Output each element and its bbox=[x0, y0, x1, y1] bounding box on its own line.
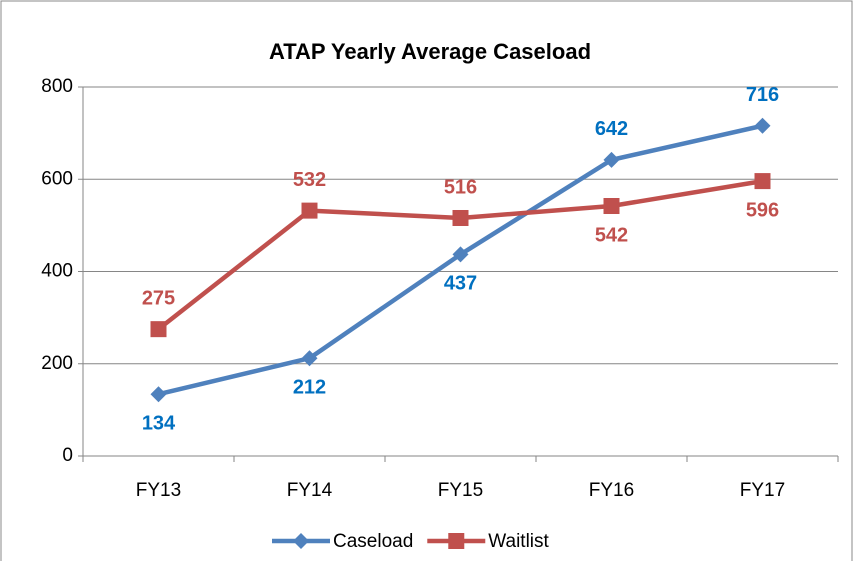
marker bbox=[754, 173, 771, 190]
data-label: 212 bbox=[293, 376, 326, 398]
legend-marker bbox=[448, 533, 465, 549]
y-tick-label: 400 bbox=[41, 261, 73, 282]
data-label: 716 bbox=[746, 84, 779, 106]
x-tick-label: FY14 bbox=[287, 480, 333, 501]
data-label: 596 bbox=[746, 199, 779, 221]
y-tick-label: 200 bbox=[41, 353, 73, 374]
marker bbox=[603, 198, 620, 215]
data-label: 542 bbox=[595, 224, 628, 246]
data-label: 642 bbox=[595, 118, 628, 140]
y-tick-label: 600 bbox=[41, 168, 73, 189]
legend-marker bbox=[293, 533, 309, 549]
data-label: 437 bbox=[444, 273, 477, 295]
marker bbox=[452, 246, 469, 263]
data-label: 134 bbox=[142, 412, 176, 434]
y-tick-label: 800 bbox=[41, 76, 73, 97]
data-label: 516 bbox=[444, 176, 477, 198]
x-tick-label: FY13 bbox=[136, 480, 181, 501]
marker bbox=[150, 386, 167, 403]
legend-label: Caseload bbox=[333, 531, 413, 552]
marker bbox=[452, 209, 469, 226]
marker bbox=[603, 151, 620, 168]
marker bbox=[301, 202, 318, 219]
x-tick-label: FY17 bbox=[740, 480, 785, 501]
x-tick-label: FY16 bbox=[589, 480, 634, 501]
data-label: 275 bbox=[142, 287, 175, 309]
marker bbox=[754, 117, 771, 134]
x-tick-label: FY15 bbox=[438, 480, 483, 501]
chart-title: ATAP Yearly Average Caseload bbox=[269, 39, 591, 64]
marker bbox=[301, 350, 318, 367]
y-tick-label: 0 bbox=[62, 445, 73, 466]
data-label: 532 bbox=[293, 169, 326, 191]
legend-label: Waitlist bbox=[488, 531, 549, 552]
marker bbox=[150, 321, 167, 338]
